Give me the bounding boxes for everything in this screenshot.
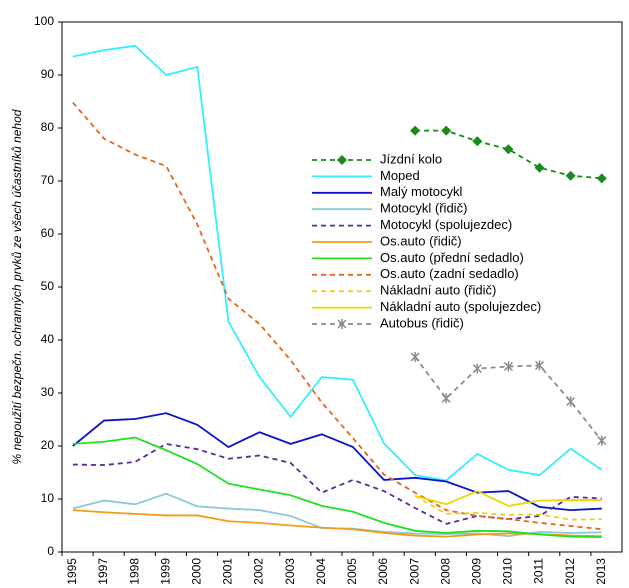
legend-label: Autobus (řidič) xyxy=(380,315,464,330)
y-tick-label: 30 xyxy=(41,385,55,399)
x-tick-label: 2003 xyxy=(283,558,297,585)
x-tick-label: 2010 xyxy=(501,558,515,585)
x-tick-label: 2013 xyxy=(594,558,608,585)
marker xyxy=(503,361,513,372)
x-tick-label: 2009 xyxy=(470,558,484,585)
y-tick-label: 10 xyxy=(41,491,55,505)
x-tick-label: 2008 xyxy=(438,558,452,585)
legend-label: Motocykl (spolujezdec) xyxy=(380,217,512,232)
x-tick-label: 2002 xyxy=(252,558,266,585)
legend-label: Os.auto (přední sedadlo) xyxy=(380,250,524,265)
x-tick-label: 2005 xyxy=(345,558,359,585)
x-tick-label: 2012 xyxy=(563,558,577,585)
marker xyxy=(534,162,545,173)
marker xyxy=(596,173,607,184)
legend-label: Moped xyxy=(380,168,420,183)
y-tick-label: 80 xyxy=(41,120,55,134)
x-tick-label: 2001 xyxy=(221,558,235,585)
series-line xyxy=(72,101,602,531)
y-tick-label: 50 xyxy=(41,279,55,293)
x-tick-label: 2011 xyxy=(532,558,546,584)
legend-label: Malý motocykl xyxy=(380,184,462,199)
series-line xyxy=(415,129,602,180)
y-tick-label: 40 xyxy=(41,332,55,346)
marker xyxy=(472,363,482,374)
legend-marker xyxy=(337,155,347,165)
x-tick-label: 1998 xyxy=(127,558,141,585)
marker xyxy=(503,144,514,155)
series-line xyxy=(414,490,602,507)
marker xyxy=(410,351,420,362)
legend-label: Motocykl (řidič) xyxy=(380,201,467,216)
y-tick-label: 100 xyxy=(34,14,54,28)
y-tick-label: 70 xyxy=(41,173,55,187)
x-tick-label: 2004 xyxy=(314,558,328,585)
marker xyxy=(535,360,545,371)
legend-label: Nákladní auto (spolujezdec) xyxy=(380,299,541,314)
legend-label: Os.auto (zadní sedadlo) xyxy=(380,266,519,281)
legend-label: Os.auto (řidič) xyxy=(380,233,462,248)
x-tick-label: 1997 xyxy=(96,558,110,585)
marker xyxy=(565,170,576,181)
x-tick-label: 1995 xyxy=(65,558,79,585)
x-tick-label: 2000 xyxy=(190,558,204,585)
series-line xyxy=(72,442,602,525)
y-tick-label: 0 xyxy=(47,544,54,558)
legend-label: Nákladní auto (řidič) xyxy=(380,283,496,298)
y-tick-label: 90 xyxy=(41,67,55,81)
x-tick-label: 2007 xyxy=(407,558,421,585)
y-tick-label: 60 xyxy=(41,226,55,240)
series-line xyxy=(72,509,602,538)
marker xyxy=(566,396,576,407)
y-tick-label: 20 xyxy=(41,438,55,452)
x-tick-label: 2006 xyxy=(376,558,390,585)
marker xyxy=(472,136,483,147)
plot-frame xyxy=(61,21,623,553)
x-tick-label: 1999 xyxy=(158,558,172,585)
series-line xyxy=(72,436,602,539)
y-axis-label: % nepoužití bezpečn. ochranných prvků ze… xyxy=(10,109,24,464)
marker xyxy=(410,125,421,136)
marker xyxy=(597,435,607,446)
marker xyxy=(441,125,452,136)
legend-label: Jízdní kolo xyxy=(380,151,442,166)
legend-marker xyxy=(337,319,347,329)
series-line xyxy=(72,412,602,512)
series-line xyxy=(72,44,603,482)
marker xyxy=(441,393,451,404)
